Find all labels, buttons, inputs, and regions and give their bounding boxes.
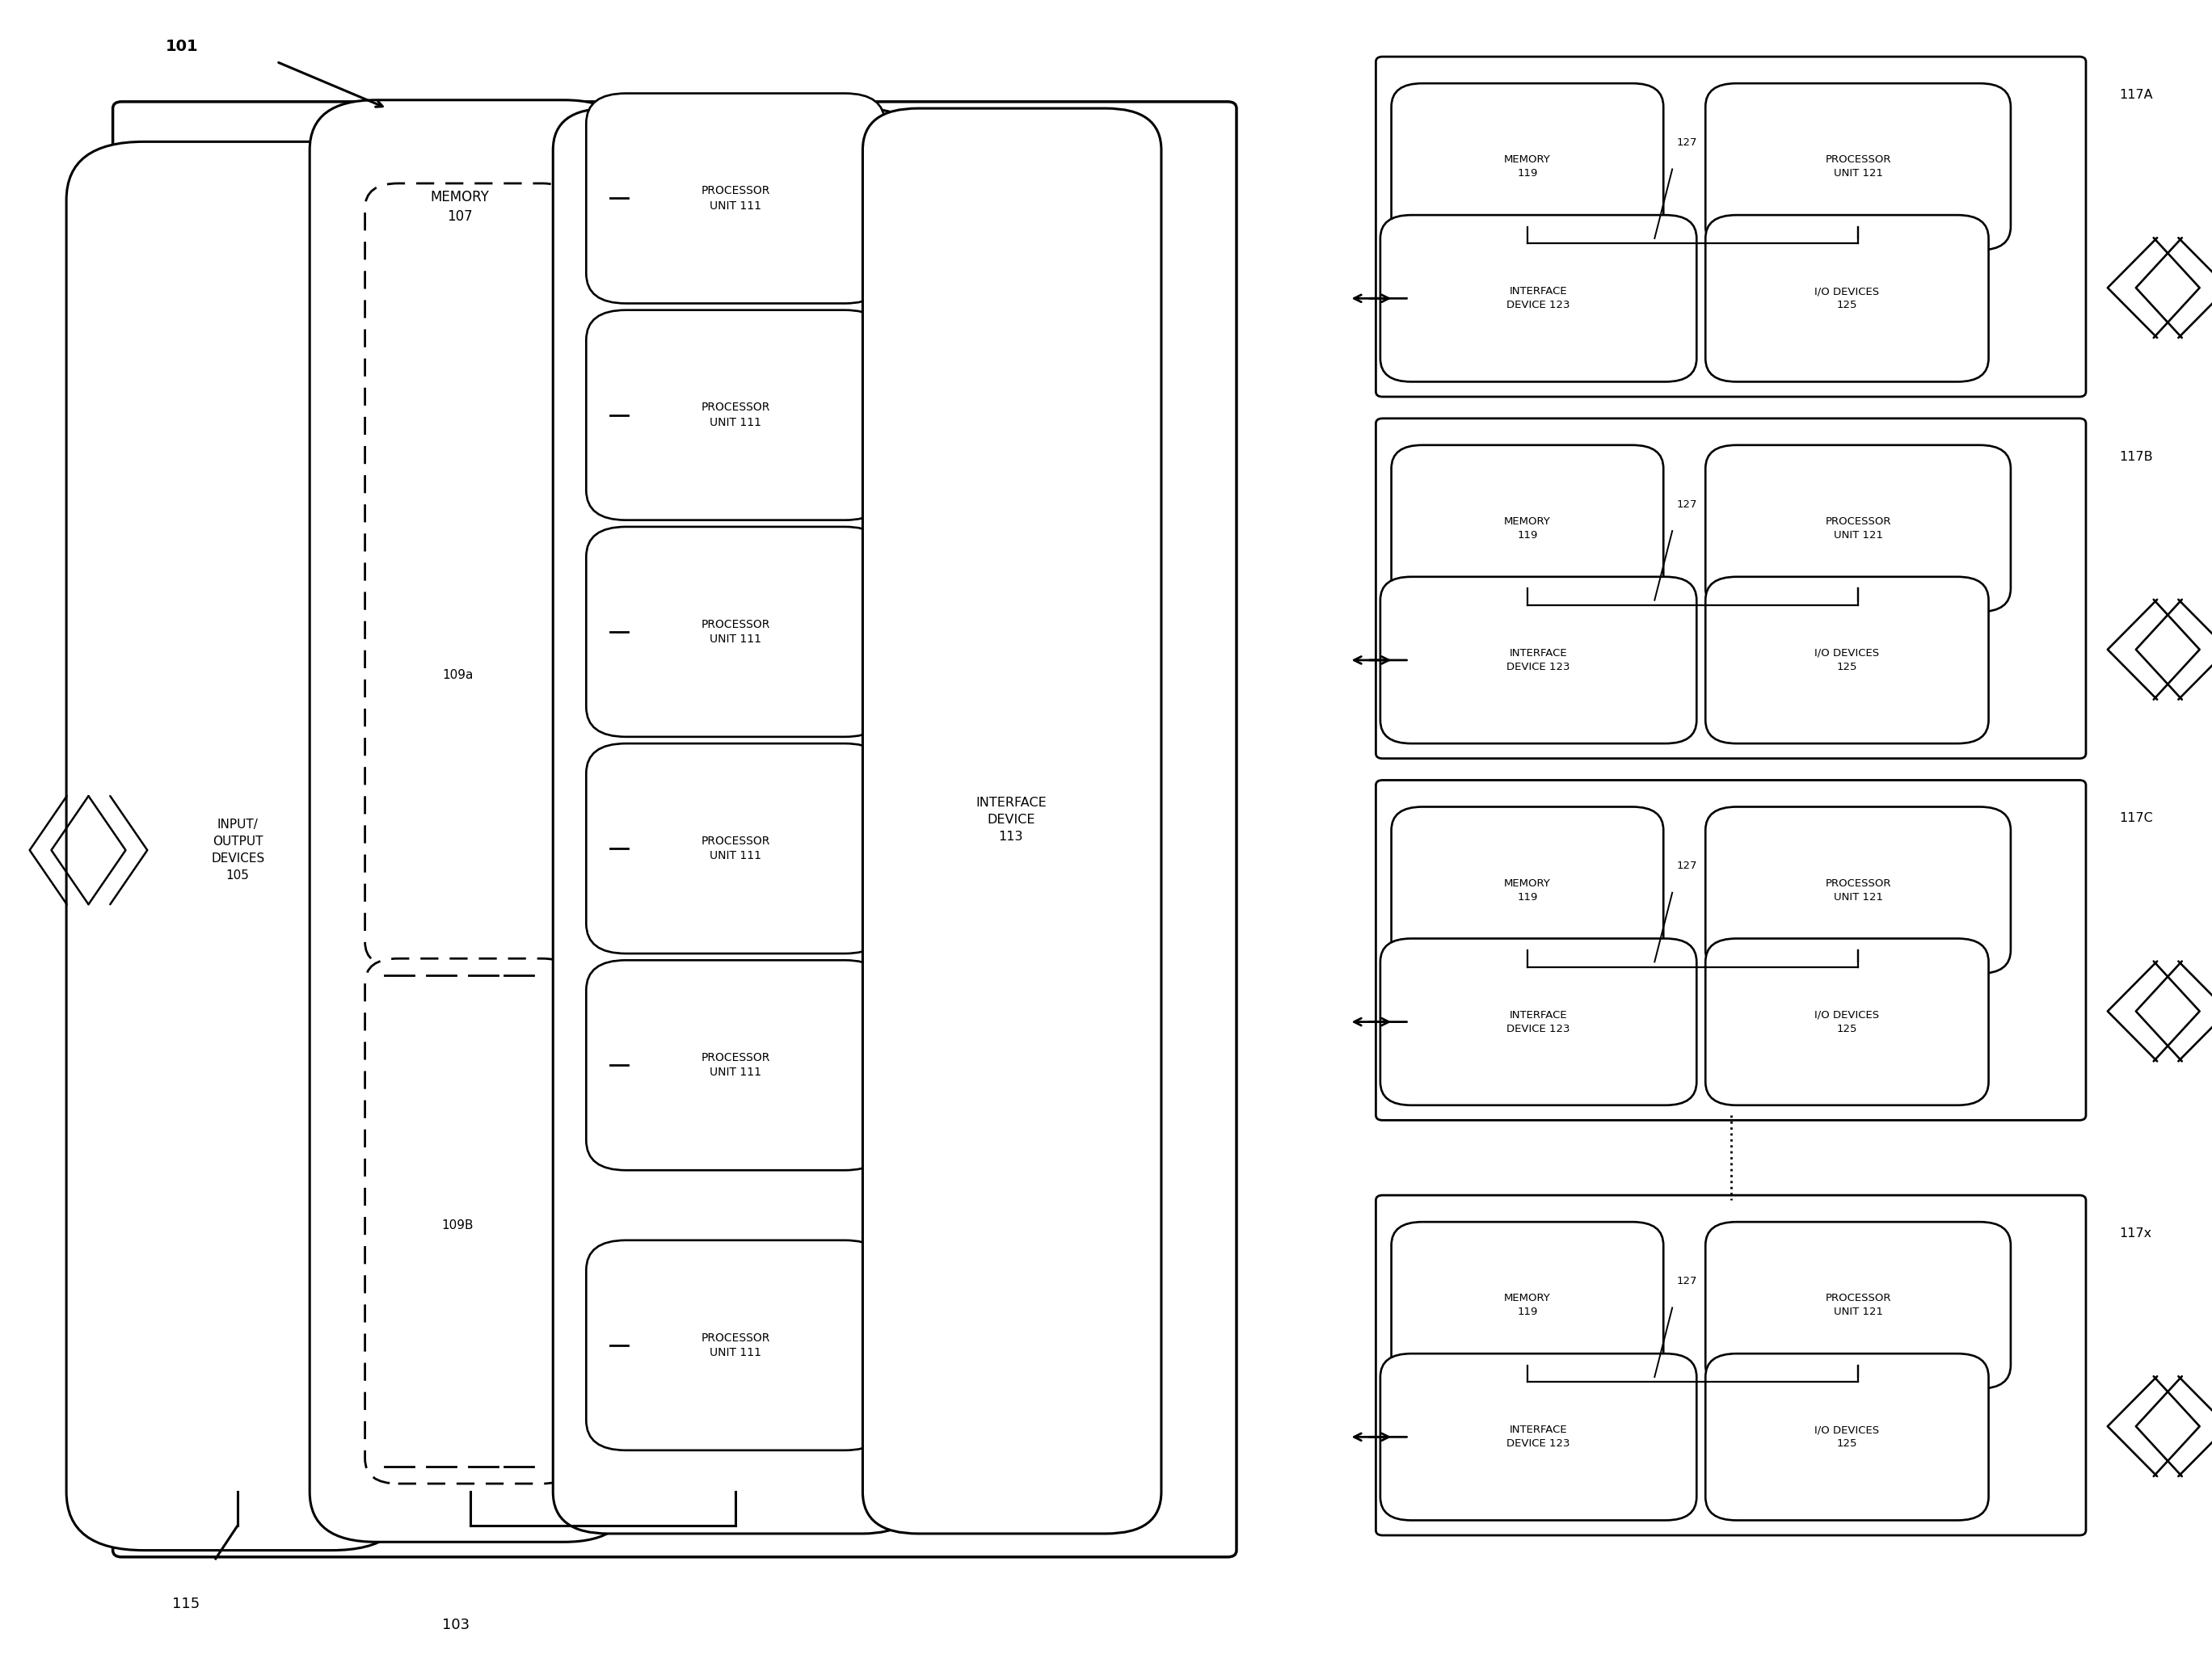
Text: MEMORY
107: MEMORY 107 [431, 190, 489, 223]
FancyBboxPatch shape [1380, 215, 1697, 382]
Text: MEMORY
119: MEMORY 119 [1504, 517, 1551, 540]
Text: 127: 127 [1677, 137, 1697, 148]
Text: I/O DEVICES
125: I/O DEVICES 125 [1814, 287, 1880, 310]
Text: PROCESSOR
UNIT 121: PROCESSOR UNIT 121 [1825, 517, 1891, 540]
FancyBboxPatch shape [1705, 577, 1989, 743]
Text: PROCESSOR
UNIT 121: PROCESSOR UNIT 121 [1825, 155, 1891, 178]
FancyBboxPatch shape [586, 527, 885, 737]
FancyBboxPatch shape [1705, 83, 2011, 250]
FancyBboxPatch shape [1705, 1354, 1989, 1520]
Text: 117A: 117A [2119, 88, 2152, 102]
FancyBboxPatch shape [586, 310, 885, 520]
FancyBboxPatch shape [586, 93, 885, 303]
FancyBboxPatch shape [586, 960, 885, 1170]
Text: INTERFACE
DEVICE 123: INTERFACE DEVICE 123 [1506, 1010, 1571, 1034]
Text: PROCESSOR
UNIT 111: PROCESSOR UNIT 111 [701, 402, 770, 428]
Text: PROCESSOR
UNIT 111: PROCESSOR UNIT 111 [701, 185, 770, 212]
FancyBboxPatch shape [1705, 939, 1989, 1105]
Text: I/O DEVICES
125: I/O DEVICES 125 [1814, 648, 1880, 672]
Text: PROCESSOR
UNIT 121: PROCESSOR UNIT 121 [1825, 879, 1891, 902]
Text: PROCESSOR
UNIT 111: PROCESSOR UNIT 111 [701, 618, 770, 645]
Text: 127: 127 [1677, 860, 1697, 872]
Text: 109a: 109a [442, 668, 473, 682]
FancyBboxPatch shape [1391, 445, 1663, 612]
Text: INTERFACE
DEVICE 123: INTERFACE DEVICE 123 [1506, 287, 1571, 310]
Text: PROCESSOR
UNIT 111: PROCESSOR UNIT 111 [701, 1332, 770, 1359]
Text: 127: 127 [1677, 1275, 1697, 1287]
FancyBboxPatch shape [553, 108, 918, 1534]
FancyBboxPatch shape [1391, 807, 1663, 974]
Text: INPUT/
OUTPUT
DEVICES
105: INPUT/ OUTPUT DEVICES 105 [210, 818, 265, 882]
FancyBboxPatch shape [1376, 57, 2086, 397]
Text: PROCESSOR
UNIT 111: PROCESSOR UNIT 111 [701, 835, 770, 862]
FancyBboxPatch shape [1380, 939, 1697, 1105]
Text: PROCESSOR
UNIT 111: PROCESSOR UNIT 111 [701, 1052, 770, 1079]
Text: MEMORY
119: MEMORY 119 [1504, 155, 1551, 178]
FancyBboxPatch shape [586, 1240, 885, 1450]
Text: PROCESSOR
UNIT 121: PROCESSOR UNIT 121 [1825, 1294, 1891, 1317]
Text: 115: 115 [173, 1597, 201, 1610]
FancyBboxPatch shape [365, 183, 575, 967]
Text: 117B: 117B [2119, 450, 2152, 463]
FancyBboxPatch shape [365, 959, 575, 1484]
Text: INTERFACE
DEVICE 123: INTERFACE DEVICE 123 [1506, 1425, 1571, 1449]
FancyBboxPatch shape [1376, 1195, 2086, 1535]
Text: 103: 103 [442, 1619, 469, 1632]
FancyBboxPatch shape [586, 743, 885, 954]
Text: I/O DEVICES
125: I/O DEVICES 125 [1814, 1010, 1880, 1034]
Text: INTERFACE
DEVICE
113: INTERFACE DEVICE 113 [975, 797, 1046, 844]
FancyBboxPatch shape [1705, 215, 1989, 382]
FancyBboxPatch shape [1705, 445, 2011, 612]
FancyBboxPatch shape [1705, 807, 2011, 974]
FancyBboxPatch shape [1391, 83, 1663, 250]
FancyBboxPatch shape [1391, 1222, 1663, 1389]
Text: INTERFACE
DEVICE 123: INTERFACE DEVICE 123 [1506, 648, 1571, 672]
Text: I/O DEVICES
125: I/O DEVICES 125 [1814, 1425, 1880, 1449]
FancyBboxPatch shape [310, 100, 630, 1542]
Text: 101: 101 [166, 38, 199, 55]
Text: 109B: 109B [442, 1219, 473, 1232]
Text: MEMORY
119: MEMORY 119 [1504, 879, 1551, 902]
FancyBboxPatch shape [66, 142, 409, 1550]
FancyBboxPatch shape [113, 102, 1237, 1557]
FancyBboxPatch shape [1705, 1222, 2011, 1389]
FancyBboxPatch shape [1380, 1354, 1697, 1520]
FancyBboxPatch shape [1376, 418, 2086, 758]
Text: 117C: 117C [2119, 812, 2152, 825]
FancyBboxPatch shape [1376, 780, 2086, 1120]
Text: MEMORY
119: MEMORY 119 [1504, 1294, 1551, 1317]
Text: 127: 127 [1677, 498, 1697, 510]
Text: 117x: 117x [2119, 1227, 2152, 1240]
FancyBboxPatch shape [1380, 577, 1697, 743]
FancyBboxPatch shape [863, 108, 1161, 1534]
